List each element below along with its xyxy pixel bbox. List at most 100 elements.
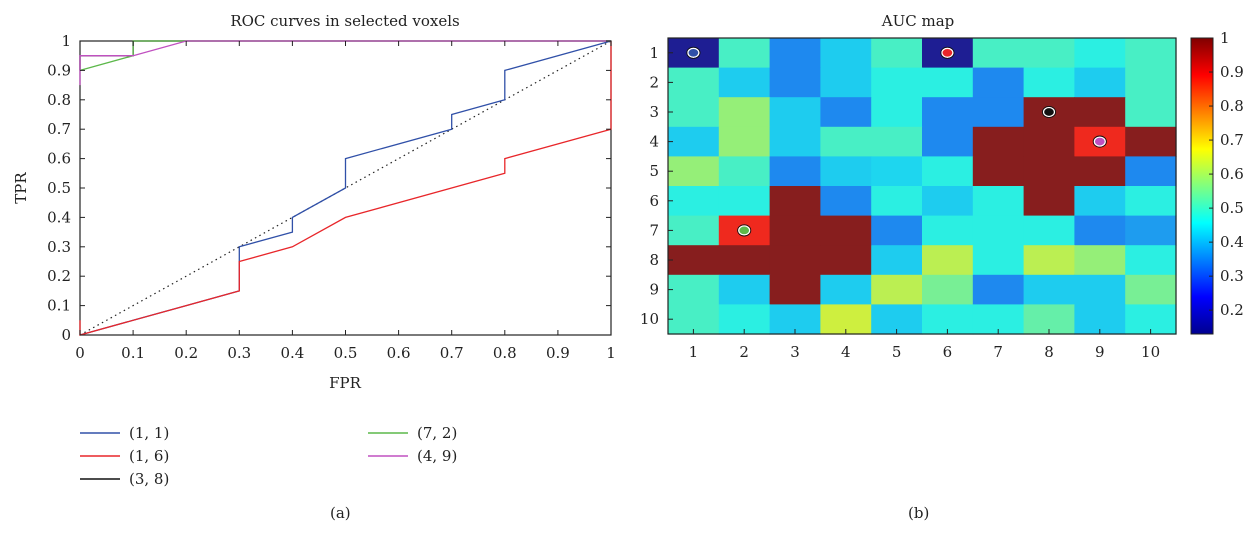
auc-voxel-marker <box>1092 135 1107 148</box>
auc-heatmap-cell <box>1125 126 1177 157</box>
roc-legend-label: (4, 9) <box>417 447 457 465</box>
auc-heatmap-cell <box>1074 38 1126 69</box>
auc-heatmap-cell <box>820 215 872 246</box>
roc-x-tick-label: 0.1 <box>121 344 145 362</box>
auc-y-tick-label: 5 <box>649 162 659 180</box>
auc-x-tick-label: 8 <box>1044 343 1054 361</box>
auc-heatmap-cell <box>718 274 771 305</box>
auc-heatmap-cell <box>922 245 974 276</box>
auc-x-ticks: 1 2 3 4 5 6 7 8 9 10 <box>689 329 1160 361</box>
auc-heatmap-cell <box>820 126 872 157</box>
auc-heatmap-cell <box>769 67 821 98</box>
roc-chart: ROC curves in selected voxels 0 0.1 0.2 0.3… <box>12 12 616 488</box>
auc-voxel-marker <box>686 46 701 59</box>
auc-voxel-marker-outer <box>1042 106 1056 118</box>
auc-heatmap-cell <box>972 97 1025 128</box>
auc-y-tick-label: 9 <box>649 281 659 299</box>
auc-heatmap-cell <box>922 67 974 98</box>
roc-x-tick-label: 1 <box>606 344 616 362</box>
auc-heatmap-cell <box>718 186 771 217</box>
auc-heatmap-cell <box>1074 215 1126 246</box>
auc-heatmap-cell <box>668 274 720 305</box>
auc-colorbar-tick-label: 0.5 <box>1220 199 1244 217</box>
auc-x-tick-label: 4 <box>841 343 851 361</box>
auc-heatmap-cell <box>922 97 974 128</box>
roc-y-ticks: 0 0.1 0.2 0.3 0.4 0.5 0.6 0.7 0.8 0.9 1 <box>47 32 611 344</box>
auc-heatmap-cell <box>972 38 1025 69</box>
auc-heatmap-cell <box>1023 38 1075 69</box>
auc-heatmap-cell <box>769 126 821 157</box>
auc-heatmap-cell <box>871 186 923 217</box>
auc-x-tick-label: 1 <box>689 343 699 361</box>
auc-heatmap-cell <box>1023 274 1075 305</box>
auc-heatmap-cell <box>1125 156 1177 187</box>
auc-map-title: AUC map <box>881 12 955 30</box>
auc-heatmap-cell <box>718 38 771 69</box>
auc-x-tick-label: 5 <box>892 343 902 361</box>
roc-y-tick-label: 0 <box>61 326 71 344</box>
auc-heatmap-cell <box>1125 274 1177 305</box>
auc-voxel-marker-outer <box>1093 136 1106 147</box>
auc-heatmap-cell <box>1023 215 1075 246</box>
auc-x-tick-label: 2 <box>739 343 749 361</box>
auc-heatmap-cell <box>769 156 821 187</box>
auc-heatmap-cell <box>972 126 1025 157</box>
auc-heatmap-cell <box>871 126 923 157</box>
auc-heatmap-cell <box>668 67 720 98</box>
auc-heatmap-cell <box>820 156 872 187</box>
auc-heatmap-cell <box>922 274 974 305</box>
roc-y-tick-label: 0.1 <box>47 297 71 315</box>
roc-legend-label: (7, 2) <box>417 424 457 442</box>
roc-y-tick-label: 0.5 <box>47 179 71 197</box>
auc-heatmap-cell <box>668 245 720 276</box>
auc-heatmap-cell <box>871 274 923 305</box>
roc-y-tick-label: 0.9 <box>47 61 71 79</box>
roc-x-ticks: 0 0.1 0.2 0.3 0.4 0.5 0.6 0.7 0.8 0.9 1 <box>75 41 616 362</box>
auc-heatmap-cell <box>820 186 872 217</box>
auc-heatmap-cell <box>820 274 872 305</box>
auc-heatmap-cell <box>1125 245 1177 276</box>
roc-x-tick-label: 0.4 <box>280 344 304 362</box>
auc-heatmap-cell <box>1125 186 1177 217</box>
roc-series-line-5 <box>79 40 611 86</box>
auc-voxel-marker-outer <box>738 225 751 236</box>
auc-heatmap-cell <box>972 156 1025 187</box>
auc-heatmap-cell <box>1023 156 1075 187</box>
auc-y-tick-label: 4 <box>649 133 659 151</box>
roc-y-tick-label: 0.2 <box>47 267 71 285</box>
auc-heatmap-cell <box>871 245 923 276</box>
auc-heatmap-cell <box>972 186 1025 217</box>
auc-x-tick-label: 9 <box>1095 343 1105 361</box>
auc-heatmap-cell <box>820 67 872 98</box>
roc-y-tick-label: 0.8 <box>47 91 71 109</box>
auc-heatmap-cell <box>1125 67 1177 98</box>
auc-colorbar-tick-label: 0.2 <box>1220 301 1244 319</box>
auc-heatmap-cell <box>871 67 923 98</box>
auc-heatmap-cell <box>769 274 821 305</box>
auc-heatmap-cell <box>1125 215 1177 246</box>
auc-heatmap-cell <box>1125 97 1177 128</box>
roc-x-tick-label: 0.9 <box>546 344 570 362</box>
auc-y-tick-label: 7 <box>649 221 659 239</box>
auc-heatmap-cells <box>668 38 1177 335</box>
roc-x-tick-label: 0.3 <box>227 344 251 362</box>
auc-heatmap-cell <box>922 215 974 246</box>
auc-voxel-marker-outer <box>687 47 700 58</box>
auc-voxel-marker <box>1041 105 1057 119</box>
auc-heatmap-cell <box>1074 67 1126 98</box>
auc-heatmap-cell <box>769 97 821 128</box>
roc-y-tick-label: 0.3 <box>47 238 71 256</box>
roc-y-tick-label: 1 <box>61 32 71 50</box>
auc-heatmap-cell <box>972 215 1025 246</box>
auc-heatmap-cell <box>718 67 771 98</box>
roc-y-tick-label: 0.4 <box>47 208 71 226</box>
auc-y-tick-label: 6 <box>649 192 659 210</box>
auc-colorbar-tick-label: 0.9 <box>1220 63 1244 81</box>
roc-legend: (1, 1) (1, 6) (3, 8) (7, 2) (4, 9) <box>80 424 457 488</box>
auc-heatmap-cell <box>1023 245 1075 276</box>
auc-colorbar-tick-label: 0.3 <box>1220 267 1244 285</box>
panel-b-label: (b) <box>908 504 930 522</box>
roc-diagonal-reference <box>79 40 612 336</box>
roc-x-tick-label: 0.2 <box>174 344 198 362</box>
